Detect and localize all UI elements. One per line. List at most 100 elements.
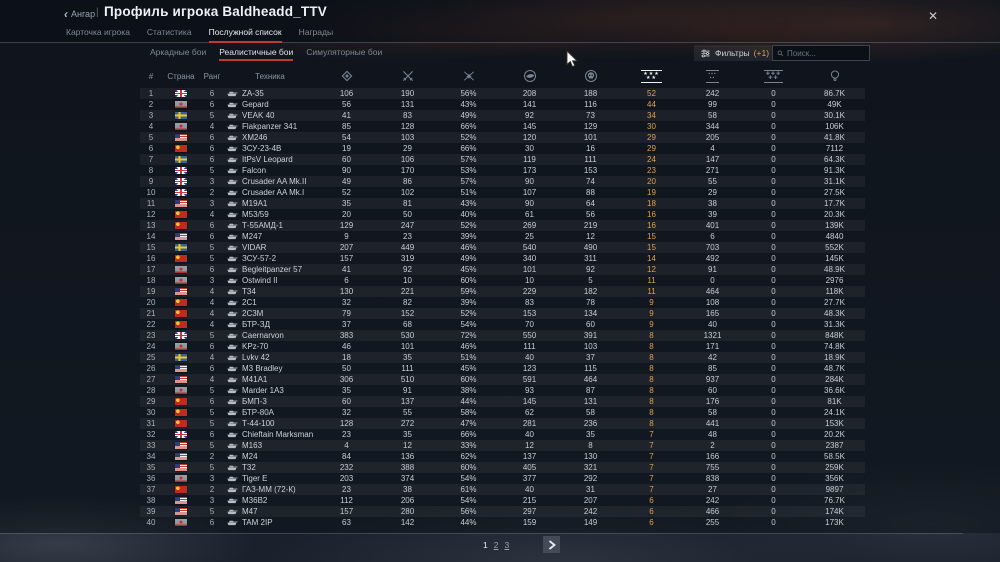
battles-icon[interactable] (316, 69, 377, 83)
table-row[interactable]: 33 5 M163 4 12 33% 12 8 7 2 0 2387 (140, 440, 865, 451)
table-row[interactable]: 7 6 ItPsV Leopard 60 106 57% 119 111 24 147 0 64.3K (140, 154, 865, 165)
stat-value: 374 (400, 473, 415, 483)
table-row[interactable]: 27 4 M41A1 306 510 60% 591 464 8 937 0 284K (140, 374, 865, 385)
table-row[interactable]: 25 4 Lvkv 42 18 35 51% 40 37 8 42 0 18.9K (140, 352, 865, 363)
table-row[interactable]: 20 4 2С1 32 82 39% 83 78 9 108 0 27.7K (140, 297, 865, 308)
table-row[interactable]: 15 5 VIDAR 207 449 46% 540 490 15 703 0 552K (140, 242, 865, 253)
air-targets-icon[interactable] (499, 69, 560, 83)
column-header-rank[interactable]: Ранг (203, 71, 221, 81)
tab-statistics[interactable]: Статистика (146, 27, 192, 37)
stat-value: 46% (460, 242, 477, 252)
winrate-icon[interactable] (438, 69, 499, 83)
table-row[interactable]: 11 3 M19A1 35 81 43% 90 64 18 38 0 17.7K (140, 198, 865, 209)
table-row[interactable]: 19 4 T34 130 221 59% 229 182 11 464 0 118K (140, 286, 865, 297)
stat-value: 0 (771, 242, 776, 252)
table-row[interactable]: 9 3 Crusader AA Mk.II 49 86 57% 90 74 20 55 0 31.1K (140, 176, 865, 187)
score-icon[interactable] (804, 69, 865, 83)
frags-icon[interactable] (377, 69, 438, 83)
table-row[interactable]: 37 2 ГАЗ-ММ (72-К) 23 38 61% 40 31 7 27 0 9897 (140, 484, 865, 495)
filters-button[interactable]: Фильтры (+1) (694, 45, 776, 61)
search-input[interactable] (787, 48, 865, 58)
vehicle-name: Gepard (242, 100, 269, 109)
stat-value: 35 (342, 198, 351, 208)
close-button[interactable]: ✕ (927, 9, 938, 23)
table-row[interactable]: 30 5 БТР-80А 32 55 58% 62 58 8 58 0 24.1K (140, 407, 865, 418)
page-link-3[interactable]: 3 (504, 540, 510, 550)
table-row[interactable]: 34 2 M24 84 136 62% 137 130 7 166 0 58.5K (140, 451, 865, 462)
table-row[interactable]: 18 3 Ostwind II 6 10 60% 10 5 11 0 0 2976 (140, 275, 865, 286)
table-row[interactable]: 21 4 2С3М 79 152 52% 153 134 9 165 0 48.3K (140, 308, 865, 319)
table-row[interactable]: 6 6 ЗСУ-23-4В 19 29 66% 30 16 29 4 0 7112 (140, 143, 865, 154)
table-row[interactable]: 22 4 БТР-ЗД 37 68 54% 70 60 9 40 0 31.3K (140, 319, 865, 330)
column-header-country[interactable]: Страна (167, 71, 195, 81)
battle-mode-tabs: Аркадные бои Реалистичные бои Симуляторн… (150, 47, 382, 61)
table-row[interactable]: 16 5 ЗСУ-57-2 157 319 49% 340 311 14 492 0 145K (140, 253, 865, 264)
table-row[interactable]: 12 4 М53/59 20 50 40% 61 56 16 39 0 20.3K (140, 209, 865, 220)
table-row[interactable]: 24 6 KPz-70 46 101 46% 111 103 8 171 0 74.8K (140, 341, 865, 352)
stat-value: 18 (342, 352, 351, 362)
table-row[interactable]: 35 5 T32 232 388 60% 405 321 7 755 0 259K (140, 462, 865, 473)
page-link-1[interactable]: 1 (483, 540, 488, 550)
table-row[interactable]: 1 6 ZA-35 106 190 56% 208 188 52 242 0 86.7K (140, 88, 865, 99)
table-row[interactable]: 17 6 Begleitpanzer 57 41 92 45% 101 92 12 91 0 48.9… (140, 264, 865, 275)
table-row[interactable]: 40 6 TAM 2IP 63 142 44% 159 149 6 255 0 173K (140, 517, 865, 528)
table-row[interactable]: 36 3 Tiger E 203 374 54% 377 292 7 838 0 356K (140, 473, 865, 484)
vehicle-name: БТР-ЗД (242, 320, 271, 329)
flag-usa-icon (175, 453, 187, 460)
vehicle-icon (227, 476, 238, 481)
table-row[interactable]: 13 6 Т-55АМД-1 129 247 52% 269 219 16 401 0 139K (140, 220, 865, 231)
vehicle-rank: 3 (209, 198, 215, 208)
table-row[interactable]: 8 5 Falcon 90 170 53% 173 153 23 271 0 91.3K (140, 165, 865, 176)
table-row[interactable]: 2 6 Gepard 56 131 43% 141 116 44 99 0 49K (140, 99, 865, 110)
stat-value: 40 (525, 484, 534, 494)
next-page-button[interactable] (543, 536, 560, 553)
flag-germany-icon (175, 475, 187, 482)
vehicle-name: M3 Bradley (242, 364, 283, 373)
table-row[interactable]: 4 4 Flakpanzer 341 85 128 66% 145 129 30 344 0 106K (140, 121, 865, 132)
table-row[interactable]: 10 2 Crusader AA Mk.I 52 102 51% 107 88 19 29 0 27.… (140, 187, 865, 198)
table-row[interactable]: 5 6 XM246 54 103 52% 120 101 29 205 0 41.8K (140, 132, 865, 143)
table-row[interactable]: 23 5 Caernarvon 383 530 72% 550 391 8 1321 0 848K (140, 330, 865, 341)
tab-awards[interactable]: Награды (298, 27, 334, 37)
table-row[interactable]: 32 6 Chieftain Marksman 23 35 66% 40 35 7 48 0 20.2… (140, 429, 865, 440)
stat-value: 116 (584, 99, 597, 109)
stat-value: 24.1K (824, 407, 845, 417)
respawns-icon[interactable]: ★★★ ★★ (641, 69, 662, 83)
captures-icon[interactable]: ✚✚✚ ✚✚ (763, 69, 784, 83)
back-to-hangar-button[interactable]: ‹ Ангар (64, 8, 95, 20)
table-row[interactable]: 14 6 M247 9 23 39% 25 12 15 6 0 4840 (140, 231, 865, 242)
deaths-icon[interactable] (560, 69, 621, 83)
vehicle-rank: 5 (209, 440, 215, 450)
stat-value: 56% (460, 88, 477, 98)
tab-simulator-battles[interactable]: Симуляторные бои (306, 47, 383, 57)
table-row[interactable]: 29 6 БМП-3 60 137 44% 145 131 8 176 0 81K (140, 396, 865, 407)
stat-value: 377 (522, 473, 537, 483)
table-row[interactable]: 39 5 M47 157 280 56% 297 242 6 466 0 174K (140, 506, 865, 517)
tab-arcade-battles[interactable]: Аркадные бои (150, 47, 207, 57)
table-row[interactable]: 28 5 Marder 1A3 35 91 38% 93 87 8 60 0 36.6K (140, 385, 865, 396)
column-header-number[interactable]: # (148, 71, 154, 81)
search-box[interactable] (772, 45, 870, 61)
stat-value: 35 (403, 352, 412, 362)
row-number: 7 (148, 154, 154, 164)
next-chevron-icon (548, 539, 556, 550)
tab-player-card[interactable]: Карточка игрока (66, 27, 130, 37)
tab-realistic-battles[interactable]: Реалистичные бои (219, 47, 294, 61)
tab-service-record[interactable]: Послужной список (208, 27, 282, 43)
column-header-vehicle[interactable]: Техника (255, 71, 285, 81)
table-row[interactable]: 26 6 M3 Bradley 50 111 45% 123 115 8 85 0 48.7K (140, 363, 865, 374)
stat-value: 40% (460, 209, 477, 219)
stat-value: 61% (460, 484, 477, 494)
page-link-2[interactable]: 2 (493, 540, 499, 550)
row-number: 32 (146, 429, 156, 439)
stat-value: 340 (522, 253, 537, 263)
assists-icon[interactable]: ▪▪▪ ▪▪ (706, 69, 719, 83)
stat-value: 591 (522, 374, 537, 384)
vehicle-rank: 5 (209, 462, 215, 472)
table-row[interactable]: 3 5 VEAK 40 41 83 49% 92 73 34 58 0 30.1K (140, 110, 865, 121)
stat-value: 81K (827, 396, 842, 406)
stat-value: 23 (342, 484, 351, 494)
table-row[interactable]: 31 5 Т-44-100 128 272 47% 281 236 8 441 0 153K (140, 418, 865, 429)
table-row[interactable]: 38 3 M36B2 112 206 54% 215 207 6 242 0 76.7K (140, 495, 865, 506)
stat-value: 35 (403, 429, 412, 439)
